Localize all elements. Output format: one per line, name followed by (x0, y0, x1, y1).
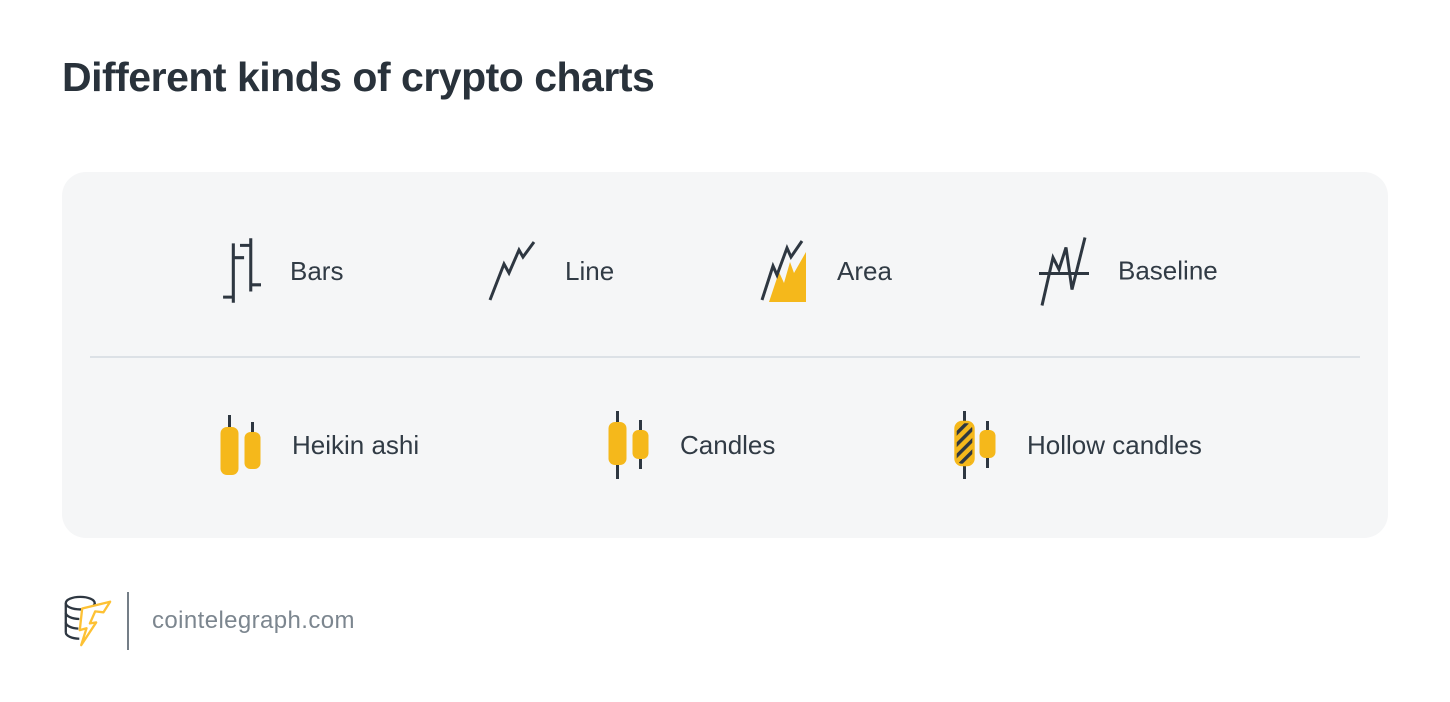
cointelegraph-logo (64, 595, 112, 647)
candles-icon (608, 411, 649, 479)
baseline-chart-icon (1039, 237, 1089, 306)
heikin-ashi-icon (220, 415, 261, 475)
bars-chart-icon (223, 238, 261, 303)
chart-type-label: Baseline (1118, 255, 1218, 286)
page-title: Different kinds of crypto charts (62, 54, 655, 100)
chart-types-card: Bars Line Area Baseline (62, 172, 1388, 538)
chart-type-baseline: Baseline (1039, 236, 1218, 307)
footer-site-text: cointelegraph.com (152, 607, 355, 634)
footer: cointelegraph.com (60, 591, 355, 651)
line-chart-icon (488, 241, 536, 301)
chart-type-hollow-candles: Hollow candles (954, 411, 1202, 479)
footer-divider (127, 592, 129, 650)
chart-type-bars: Bars (220, 237, 343, 305)
chart-type-area: Area (760, 239, 892, 303)
chart-type-candles: Candles (607, 411, 775, 479)
area-chart-icon (760, 240, 806, 302)
chart-type-label: Bars (290, 255, 344, 286)
chart-type-line: Line (488, 240, 614, 302)
chart-type-heikin-ashi: Heikin ashi (219, 414, 419, 476)
chart-type-label: Heikin ashi (292, 429, 420, 460)
hollow-candles-icon (954, 411, 996, 479)
chart-type-label: Hollow candles (1027, 429, 1202, 460)
chart-type-label: Candles (680, 429, 776, 460)
chart-type-label: Area (837, 255, 892, 286)
chart-type-label: Line (565, 255, 615, 286)
card-divider (90, 356, 1360, 358)
